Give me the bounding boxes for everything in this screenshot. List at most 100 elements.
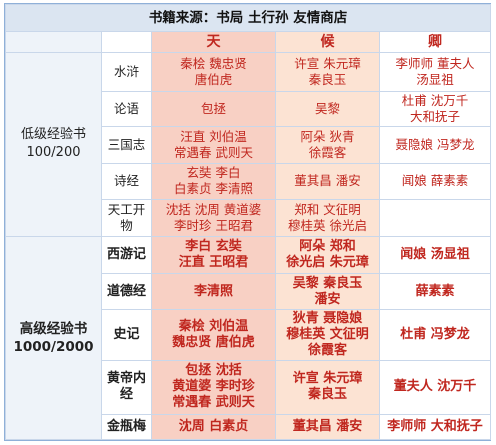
cell-text-line: 徐光启 朱元璋 <box>286 255 369 271</box>
book-name-cell: 西游记 <box>101 235 152 275</box>
level-exp: 100/200 <box>26 145 81 161</box>
qing-cell: 李师师 大和抚子 <box>378 413 492 441</box>
qing-cell: 董夫人 沈万千 <box>378 359 492 415</box>
cell-text-line: 许宣 朱元璋 <box>294 56 361 72</box>
hou-cell: 吴黎 <box>275 91 380 127</box>
cell-text-line: 常遇春 武则天 <box>172 395 255 411</box>
cell-text-line: 薛素素 <box>415 283 455 299</box>
tian-cell: 玄奘 李白 白素贞 李清照 <box>151 163 276 200</box>
cell-text-line: 黄帝内经 <box>106 371 146 403</box>
table-row: 史记 秦桧 刘伯温 魏忠贤 唐伯虎 狄青 聂隐娘 穆桂英 文征明 徐霞客 杜甫 冯梦龙 <box>6 308 492 361</box>
cell-text-line: 闻娘 薛素素 <box>401 173 469 189</box>
cell-text-line: 聂隐娘 冯梦龙 <box>395 136 475 152</box>
tian-cell: 秦桧 刘伯温 魏忠贤 唐伯虎 <box>151 308 276 361</box>
header-tian: 天 <box>151 31 276 53</box>
book-source-table: 书籍来源：书局 土行孙 友情商店 天 候 卿 低级经验书 100/200 水浒 秦桧 … <box>4 3 492 441</box>
cell-text-line: 闻娘 汤显祖 <box>400 247 470 263</box>
cell-text-line: 阿朵 狄青 <box>300 128 355 144</box>
table-row: 诗经 玄奘 李白 白素贞 李清照 董其昌 潘安 闻娘 薛素素 <box>6 163 492 200</box>
cell-text-line: 董夫人 沈万千 <box>393 379 477 395</box>
cell-text-line: 汤显祖 <box>416 72 454 88</box>
header-empty-book <box>101 31 152 53</box>
cell-text-line: 李师师 大和抚子 <box>387 418 483 434</box>
cell-text-line: 李师师 董夫人 <box>395 56 475 72</box>
header-row: 天 候 卿 <box>5 31 492 53</box>
table-row: 论语 包拯 吴黎 杜甫 沈万千 大和抚子 <box>6 91 492 127</box>
cell-text-line: 穆桂英 徐光启 <box>288 217 367 233</box>
title-row: 书籍来源：书局 土行孙 友情商店 <box>4 3 492 33</box>
cell-text-line: 诗经 <box>113 173 139 189</box>
level-name: 低级经验书 <box>20 127 86 143</box>
cell-text-line: 汪直 刘伯温 <box>180 128 247 144</box>
hou-cell: 许宣 朱元璋 秦良玉 <box>275 359 380 415</box>
cell-text-line: 白素贞 李清照 <box>174 181 253 197</box>
tian-cell: 沈括 沈周 黄道婆 李时珍 王昭君 <box>151 198 276 238</box>
table-row: 低级经验书 100/200 水浒 秦桧 魏忠贤 唐伯虎 许宣 朱元璋 秦良玉 李师师 董夫人汤… <box>5 51 492 238</box>
cell-text-line: 大和抚子 <box>410 109 461 125</box>
book-name-cell: 水浒 <box>101 51 152 93</box>
level-exp: 1000/2000 <box>13 339 94 355</box>
book-name-cell: 诗经 <box>101 163 152 200</box>
qing-cell: 闻娘 汤显祖 <box>378 235 492 275</box>
cell-text-line: 史记 <box>113 326 140 342</box>
qing-cell: 杜甫 沈万千 大和抚子 <box>378 91 492 127</box>
tian-cell: 包拯 沈括 黄道婆 李时珍 常遇春 武则天 <box>151 359 276 415</box>
qing-cell: 杜甫 冯梦龙 <box>378 308 492 361</box>
tian-cell: 包拯 <box>151 91 276 127</box>
tian-cell: 李白 玄奘 汪直 王昭君 <box>151 235 276 275</box>
hou-cell: 狄青 聂隐娘 穆桂英 文征明 徐霞客 <box>275 308 380 361</box>
cell-text-line: 西游记 <box>106 247 146 263</box>
hou-cell: 阿朵 郑和 徐光启 朱元璋 <box>275 235 380 275</box>
cell-text-line: 吴黎 秦良玉 <box>292 275 363 291</box>
cell-text-line: 穆桂英 文征明 <box>286 326 369 342</box>
level-cell: 低级经验书 100/200 <box>5 51 102 238</box>
cell-text-line: 徐霞客 <box>308 144 347 160</box>
cell-text-line: 吴黎 <box>314 101 340 117</box>
cell-text-line: 包拯 <box>200 101 226 117</box>
cell-text-line: 许宣 朱元璋 <box>292 371 363 387</box>
cell-text-line: 论语 <box>113 101 139 117</box>
cell-text-line: 李清照 <box>193 283 233 299</box>
cell-text-line: 狄青 聂隐娘 <box>292 310 363 326</box>
hou-cell: 吴黎 秦良玉 潘安 <box>275 273 380 310</box>
cell-text-line: 李时珍 王昭君 <box>174 217 253 233</box>
cell-text-line: 董其昌 潘安 <box>294 173 361 189</box>
hou-cell: 郑和 文征明 穆桂英 徐光启 <box>275 198 380 238</box>
cell-text-line: 水浒 <box>113 64 139 80</box>
cell-text-line: 董其昌 潘安 <box>292 418 363 434</box>
qing-cell: 闻娘 薛素素 <box>378 163 492 200</box>
cell-text-line: 常遇春 武则天 <box>174 144 253 160</box>
cell-text-line: 沈括 沈周 黄道婆 <box>165 201 262 217</box>
qing-cell: 薛素素 <box>378 273 492 310</box>
header-hou: 候 <box>275 31 380 53</box>
book-name-cell: 三国志 <box>101 125 152 165</box>
level-cell: 高级经验书 1000/2000 <box>5 236 102 440</box>
cell-text-line: 秦桧 刘伯温 <box>178 318 249 334</box>
cell-text-line: 玄奘 李白 <box>186 165 241 181</box>
tian-cell: 汪直 刘伯温 常遇春 武则天 <box>151 125 276 165</box>
table-row: 三国志 汪直 刘伯温 常遇春 武则天 阿朵 狄青 徐霞客 聂隐娘 冯梦龙 <box>6 125 492 165</box>
qing-cell: 聂隐娘 冯梦龙 <box>378 125 492 165</box>
table-row: 金瓶梅 沈周 白素贞 董其昌 潘安 李师师 大和抚子 <box>6 413 492 441</box>
book-name-cell: 天工开物 <box>101 198 152 238</box>
book-name-cell: 黄帝内经 <box>101 359 152 415</box>
table-row: 天工开物 沈括 沈周 黄道婆 李时珍 王昭君 郑和 文征明 穆桂英 徐光启 <box>6 198 492 238</box>
table-row: 道德经 李清照 吴黎 秦良玉 潘安 薛素素 <box>6 273 492 310</box>
tian-cell: 秦桧 魏忠贤 唐伯虎 <box>151 51 276 93</box>
qing-cell <box>378 198 492 238</box>
cell-text-line: 金瓶梅 <box>106 418 146 434</box>
table-row: 高级经验书 1000/2000 西游记 李白 玄奘 汪直 王昭君 阿朵 郑和 徐光启 朱元璋… <box>5 235 492 440</box>
book-source-table-frame: 书籍来源：书局 土行孙 友情商店 天 候 卿 低级经验书 100/200 水浒 秦桧 … <box>4 3 492 441</box>
cell-text-line: 包拯 沈括 <box>185 363 242 379</box>
hou-cell: 董其昌 潘安 <box>275 163 380 200</box>
cell-text-line: 李白 玄奘 <box>185 239 242 255</box>
cell-text-line: 秦良玉 <box>307 387 347 403</box>
cell-text-line: 黄道婆 李时珍 <box>172 379 255 395</box>
qing-cell: 李师师 董夫人 汤显祖 <box>378 51 492 93</box>
hou-cell: 许宣 朱元璋 秦良玉 <box>275 51 380 93</box>
cell-text-line: 沈周 白素贞 <box>178 418 249 434</box>
table-title: 书籍来源：书局 土行孙 友情商店 <box>4 3 492 33</box>
header-qing: 卿 <box>378 31 492 53</box>
cell-text-line: 郑和 文征明 <box>294 201 361 217</box>
cell-text-line: 阿朵 郑和 <box>299 239 356 255</box>
